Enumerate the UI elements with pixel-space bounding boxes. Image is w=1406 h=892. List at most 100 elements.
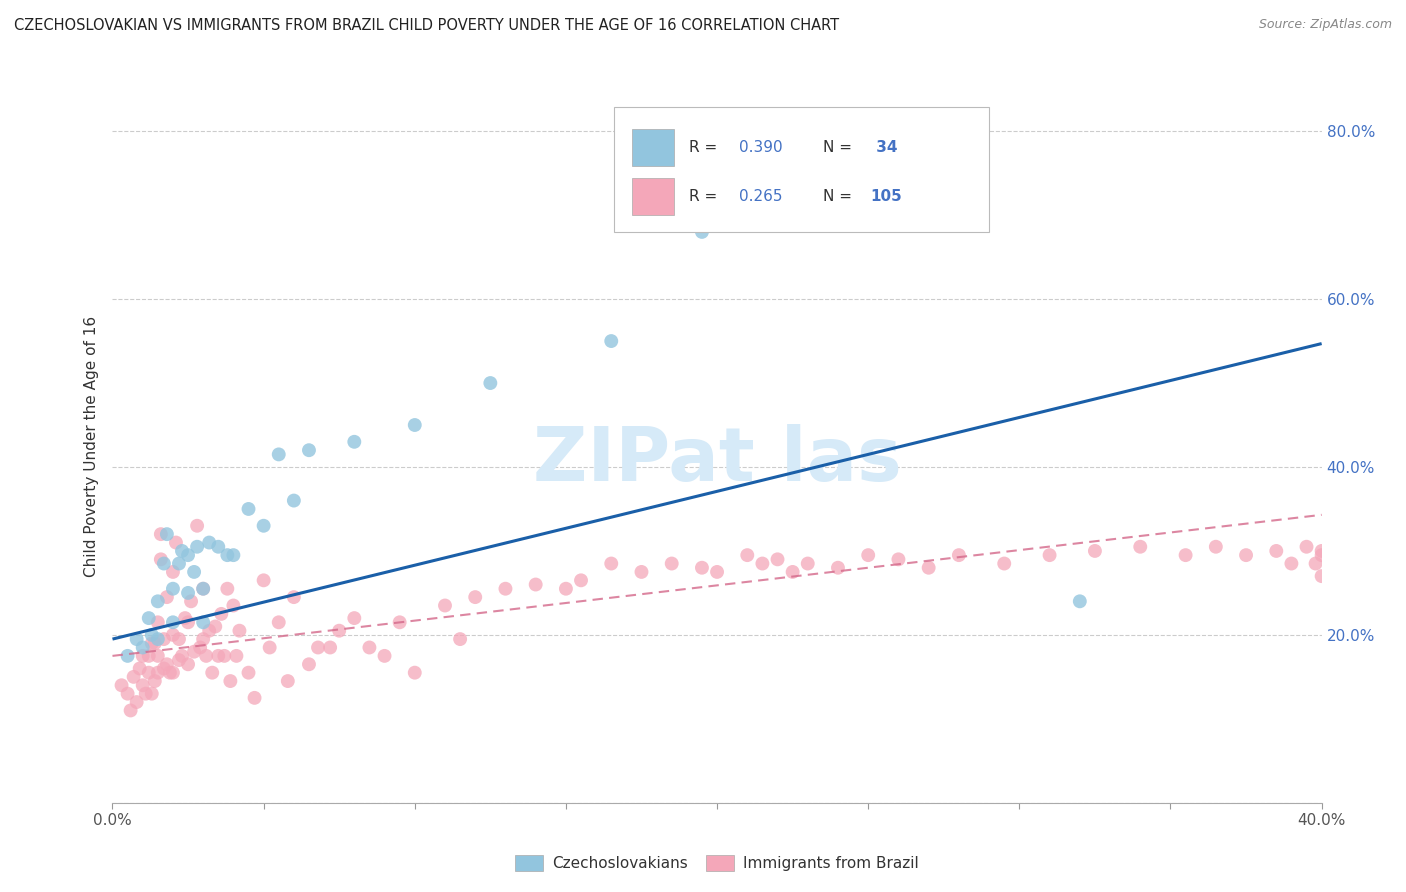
Point bbox=[191, 615, 214, 630]
Point bbox=[143, 674, 166, 689]
Point bbox=[183, 565, 205, 579]
Point bbox=[180, 594, 202, 608]
Point bbox=[167, 632, 190, 646]
Point bbox=[153, 661, 176, 675]
Point bbox=[1038, 548, 1062, 562]
Point bbox=[128, 661, 150, 675]
Point bbox=[146, 615, 169, 630]
Point bbox=[177, 586, 200, 600]
Point bbox=[177, 615, 200, 630]
Point bbox=[554, 582, 576, 596]
Text: 105: 105 bbox=[870, 189, 903, 203]
Point bbox=[207, 648, 229, 663]
Point bbox=[132, 678, 155, 692]
Point bbox=[464, 590, 486, 604]
Point bbox=[162, 565, 184, 579]
Point bbox=[751, 557, 773, 571]
Point bbox=[307, 640, 329, 655]
Point bbox=[328, 624, 350, 638]
FancyBboxPatch shape bbox=[633, 129, 673, 166]
Point bbox=[170, 544, 193, 558]
Point bbox=[198, 624, 221, 638]
Point bbox=[918, 560, 941, 574]
Point bbox=[143, 636, 166, 650]
Point bbox=[630, 565, 652, 579]
Point bbox=[1205, 540, 1227, 554]
Point bbox=[146, 632, 169, 646]
Point bbox=[259, 640, 281, 655]
Point bbox=[661, 557, 683, 571]
Point bbox=[153, 557, 176, 571]
Point bbox=[162, 665, 184, 680]
Point bbox=[141, 636, 163, 650]
Point bbox=[222, 599, 245, 613]
Point bbox=[201, 665, 224, 680]
Point bbox=[243, 690, 266, 705]
Point bbox=[138, 648, 160, 663]
Point bbox=[600, 334, 623, 348]
FancyBboxPatch shape bbox=[614, 107, 988, 232]
FancyBboxPatch shape bbox=[633, 178, 673, 215]
Point bbox=[225, 648, 247, 663]
Point bbox=[135, 687, 157, 701]
Point bbox=[138, 611, 160, 625]
Point bbox=[796, 557, 818, 571]
Point bbox=[120, 703, 142, 717]
Point bbox=[827, 560, 849, 574]
Point bbox=[191, 582, 214, 596]
Point bbox=[167, 557, 190, 571]
Point bbox=[183, 645, 205, 659]
Point bbox=[253, 518, 276, 533]
Point bbox=[1234, 548, 1257, 562]
Point bbox=[782, 565, 804, 579]
Point bbox=[267, 615, 290, 630]
Point bbox=[170, 648, 193, 663]
Text: ZIPat las: ZIPat las bbox=[533, 424, 901, 497]
Point bbox=[524, 577, 547, 591]
Point bbox=[343, 434, 366, 449]
Text: 0.265: 0.265 bbox=[738, 189, 782, 203]
Point bbox=[1174, 548, 1197, 562]
Point bbox=[222, 548, 245, 562]
Point bbox=[948, 548, 970, 562]
Point bbox=[253, 574, 276, 588]
Point bbox=[706, 565, 728, 579]
Point bbox=[110, 678, 132, 692]
Point bbox=[1084, 544, 1107, 558]
Point bbox=[449, 632, 471, 646]
Point bbox=[209, 607, 232, 621]
Point bbox=[737, 548, 759, 562]
Point bbox=[149, 552, 172, 566]
Point bbox=[856, 548, 880, 562]
Point bbox=[1310, 544, 1333, 558]
Point bbox=[219, 674, 242, 689]
Point bbox=[125, 632, 148, 646]
Point bbox=[1310, 548, 1333, 562]
Point bbox=[1279, 557, 1302, 571]
Point bbox=[277, 674, 299, 689]
Text: CZECHOSLOVAKIAN VS IMMIGRANTS FROM BRAZIL CHILD POVERTY UNDER THE AGE OF 16 CORR: CZECHOSLOVAKIAN VS IMMIGRANTS FROM BRAZI… bbox=[14, 18, 839, 33]
Point bbox=[141, 687, 163, 701]
Point bbox=[228, 624, 250, 638]
Point bbox=[569, 574, 592, 588]
Point bbox=[238, 502, 260, 516]
Point bbox=[374, 648, 396, 663]
Point bbox=[319, 640, 342, 655]
Point bbox=[141, 628, 163, 642]
Point bbox=[433, 599, 456, 613]
Point bbox=[174, 611, 197, 625]
Point bbox=[283, 493, 305, 508]
Point bbox=[149, 527, 172, 541]
Point bbox=[600, 557, 623, 571]
Point bbox=[186, 540, 208, 554]
Point bbox=[156, 590, 179, 604]
Point bbox=[138, 665, 160, 680]
Point bbox=[343, 611, 366, 625]
Point bbox=[153, 632, 176, 646]
Text: 0.390: 0.390 bbox=[738, 140, 783, 155]
Point bbox=[267, 447, 290, 461]
Text: R =: R = bbox=[689, 140, 723, 155]
Point bbox=[1265, 544, 1288, 558]
Point bbox=[188, 640, 211, 655]
Point bbox=[404, 665, 426, 680]
